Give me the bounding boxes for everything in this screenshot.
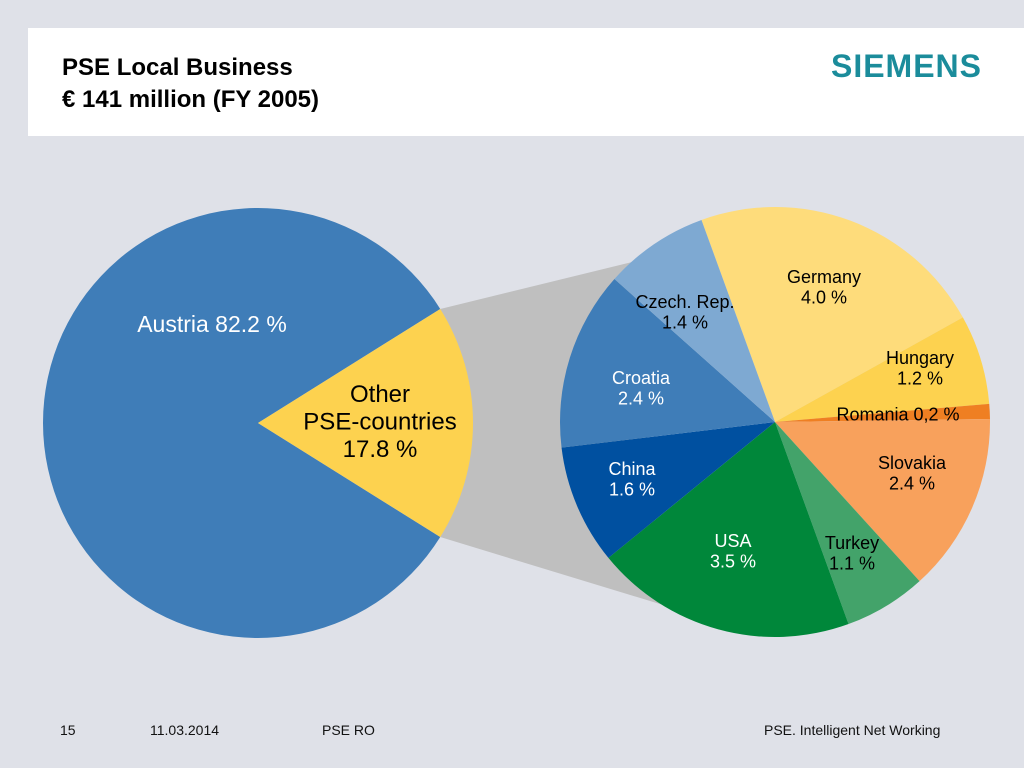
slice-romania-0-2 <box>775 403 990 422</box>
label-croatia: Croatia 2.4 % <box>612 368 671 409</box>
label-slovakia: Slovakia 2.4 % <box>878 453 947 494</box>
slice-austria <box>42 207 441 638</box>
header-band: PSE Local Business € 141 million (FY 200… <box>28 28 1024 136</box>
slice-croatia <box>560 279 775 448</box>
slice-germany <box>701 207 963 422</box>
slice-usa <box>608 422 849 637</box>
label-china: China 1.6 % <box>608 459 656 500</box>
page-number: 15 <box>60 722 76 738</box>
slice-china <box>561 422 775 558</box>
title-line-1: PSE Local Business <box>62 54 293 81</box>
footer-date: 11.03.2014 <box>150 722 220 738</box>
title-line-2: € 141 million (FY 2005) <box>62 86 320 113</box>
footer-tagline: PSE. Intelligent Net Working <box>764 722 941 738</box>
label-czech-rep: Czech. Rep. 1.4 % <box>635 292 734 333</box>
label-turkey: Turkey 1.1 % <box>825 533 879 574</box>
label-other-pse-countries: Other PSE-countries 17.8 % <box>303 381 456 463</box>
label-germany: Germany 4.0 % <box>787 267 861 308</box>
slice-other-pse-countries <box>258 308 473 538</box>
label-hungary: Hungary 1.2 % <box>886 348 954 389</box>
slice-slovakia <box>775 419 991 582</box>
siemens-logo: SIEMENS <box>830 48 982 84</box>
footer-department: PSE RO <box>322 722 375 738</box>
page-title: PSE Local Business € 141 million (FY 200… <box>62 52 319 116</box>
slice-czech-rep <box>614 219 775 422</box>
label-austria: Austria 82.2 % <box>137 311 287 337</box>
label-romania-0-2: Romania 0,2 % <box>836 404 959 424</box>
label-usa: USA 3.5 % <box>710 531 756 572</box>
slice-turkey <box>775 422 920 625</box>
slice-hungary <box>775 317 990 422</box>
